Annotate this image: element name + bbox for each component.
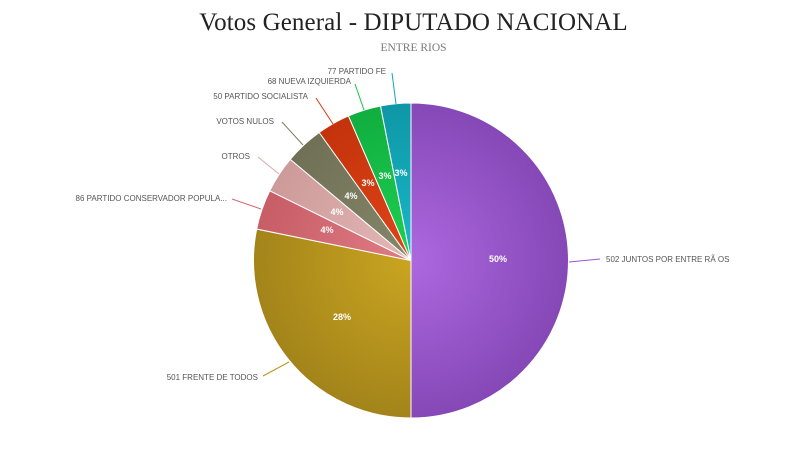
- slice-label: VOTOS NULOS: [216, 117, 274, 126]
- label-connector-line: [262, 361, 290, 377]
- label-connector-line: [281, 121, 304, 146]
- chart-subtitle: ENTRE RIOS: [380, 42, 447, 54]
- percent-label: 4%: [320, 225, 333, 235]
- percent-label: 3%: [378, 171, 391, 181]
- slice-label: 50 PARTIDO SOCIALISTA: [213, 92, 308, 101]
- percent-label: 28%: [333, 312, 351, 322]
- slice-label: 501 FRENTE DE TODOS: [167, 373, 258, 382]
- label-connector-line: [231, 198, 262, 210]
- slice-label: 77 PARTIDO FE: [328, 67, 386, 76]
- percent-label: 3%: [394, 168, 407, 178]
- slice-label: 502 JUNTOS POR ENTRE RÃ OS: [606, 255, 729, 264]
- slice-label: OTROS: [222, 152, 250, 161]
- pie-slices: [252, 102, 569, 419]
- label-connector-line: [391, 72, 397, 105]
- percent-label: 4%: [330, 207, 343, 217]
- slice-labels: 502 JUNTOS POR ENTRE RÃ OS 501 FRENTE DE …: [76, 67, 730, 382]
- label-connector-line: [568, 258, 601, 263]
- percent-label: 50%: [489, 254, 507, 264]
- label-connector-line: [354, 83, 365, 111]
- chart-title: Votos General - DIPUTADO NACIONAL: [199, 9, 628, 36]
- slice-label: 86 PARTIDO CONSERVADOR POPULA...: [76, 194, 227, 203]
- percent-label: 3%: [361, 178, 374, 188]
- label-connector-line: [257, 156, 280, 175]
- percent-labels: 50%28%4%4%4%3%3% 3%: [320, 168, 507, 322]
- label-connectors: [231, 72, 601, 377]
- percent-label: 4%: [344, 191, 357, 201]
- label-connector-line: [315, 97, 334, 125]
- pie-slice[interactable]: [252, 228, 412, 419]
- slice-label: 68 NUEVA IZQUIERDA: [268, 77, 352, 86]
- pie-slice[interactable]: [410, 102, 569, 419]
